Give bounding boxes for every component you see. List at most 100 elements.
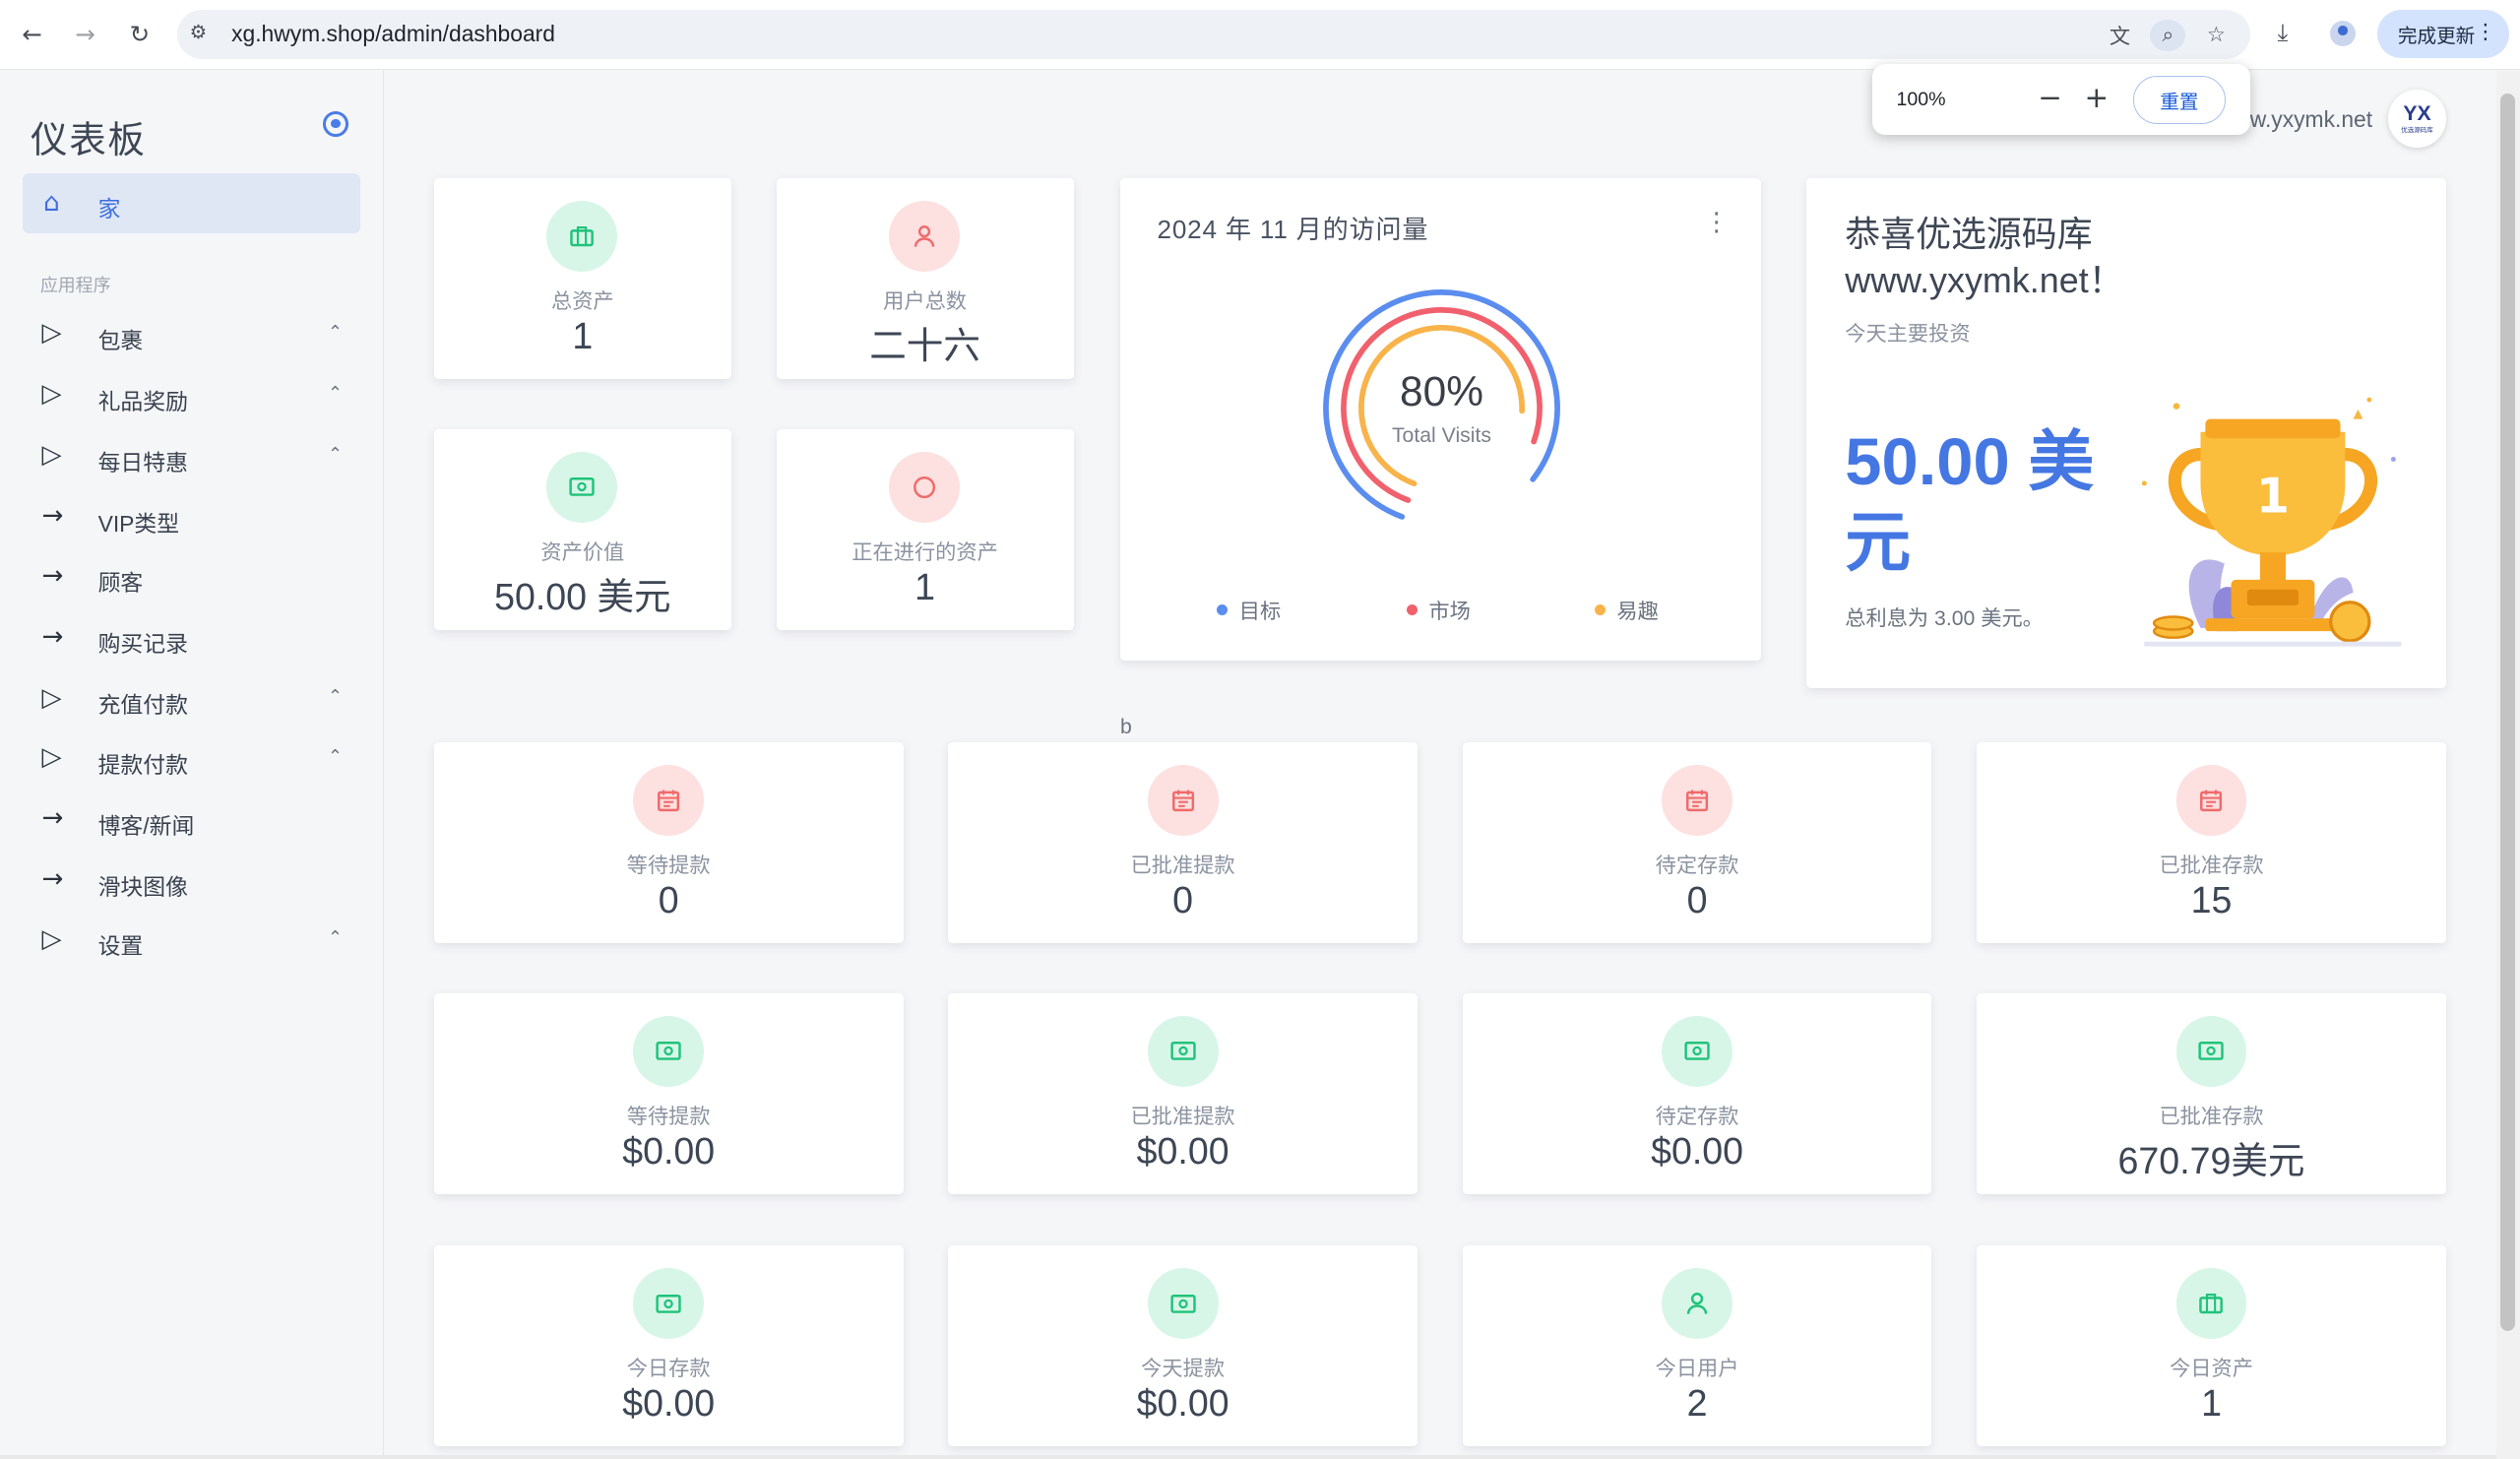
sidebar-item-deposit-payments[interactable]: ▷ 充值付款 ⌃ [0, 673, 383, 729]
sidebar-item-settings[interactable]: ▷ 设置 ⌃ [0, 915, 383, 970]
arrow-right-icon: → [41, 560, 64, 591]
vertical-scrollbar[interactable] [2495, 70, 2520, 1459]
congrats-amount: 50.00 美元 [1845, 425, 2095, 580]
calendar-icon [1662, 765, 1732, 836]
stat-card: 等待提款 $0.00 [433, 992, 904, 1195]
visits-chart-card: 2024 年 11 月的访问量 ⋮ 80% Total Visits 目标 市场… [1119, 178, 1762, 661]
zoom-icon[interactable]: ⌕ [2150, 19, 2186, 52]
radial-bar-0 [1323, 289, 1560, 521]
stat-card: 已批准提款 $0.00 [948, 992, 1418, 1195]
stat-label: 用户总数 [883, 289, 968, 313]
briefcase-icon [2175, 1268, 2247, 1339]
stat-card-ongoing-assets: 正在进行的资产 1 [776, 428, 1074, 630]
chevron-up-icon: ⌃ [328, 382, 344, 404]
play-triangle-icon: ▷ [41, 318, 62, 349]
play-triangle-icon: ▷ [41, 682, 62, 713]
stray-text: b [1119, 715, 1132, 738]
sidebar-item-purchase-records[interactable]: → 购买记录 [0, 612, 383, 667]
update-button[interactable]: 完成更新 ⋮ [2376, 9, 2509, 58]
legend-dot [1216, 603, 1228, 616]
stat-value: 15 [2190, 879, 2233, 921]
sidebar-item-label: 购买记录 [97, 631, 188, 658]
money-icon [546, 451, 617, 523]
browser-toolbar: ← → ↻ ⚙ xg.hwym.shop/admin/dashboard 文 ⌕… [0, 0, 2520, 71]
more-menu-icon[interactable]: ⋮ [2475, 19, 2496, 44]
money-icon [1662, 1015, 1732, 1087]
back-icon[interactable]: ← [22, 19, 42, 48]
sidebar-item-label: 充值付款 [97, 692, 188, 719]
trophy-number: 1 [2256, 469, 2290, 525]
legend-label: 易趣 [1616, 601, 1659, 624]
play-triangle-icon: ▷ [41, 742, 62, 773]
forward-icon[interactable]: → [75, 19, 95, 48]
congrats-subtitle: 今天主要投资 [1845, 322, 1971, 346]
radial-chart [1323, 289, 1560, 521]
horizontal-scrollbar[interactable] [0, 1454, 2496, 1459]
congrats-title: 恭喜优选源码库 www.yxymk.net！ [1845, 213, 2124, 301]
sidebar-item-daily-deals[interactable]: ▷ 每日特惠 ⌃ [0, 431, 383, 486]
money-icon [633, 1015, 705, 1087]
arrow-right-icon: → [41, 621, 64, 652]
stat-value: 0 [658, 879, 679, 921]
zoom-level: 100% [1896, 88, 1946, 110]
address-bar[interactable]: ⚙ xg.hwym.shop/admin/dashboard 文 ⌕ ☆ [176, 9, 2250, 60]
sidebar-item-label: 每日特惠 [97, 449, 188, 476]
url-text[interactable]: xg.hwym.shop/admin/dashboard [231, 21, 555, 47]
zoom-popup: 100% − + 重置 [1872, 64, 2250, 136]
sidebar-item-label: 顾客 [97, 570, 144, 597]
stat-label: 已批准提款 [1130, 855, 1235, 878]
stat-label: 已批准提款 [1130, 1105, 1235, 1128]
sidebar-item-blog-news[interactable]: → 博客/新闻 [0, 794, 383, 850]
stat-value: 1 [2201, 1382, 2222, 1425]
legend-label: 市场 [1428, 601, 1471, 624]
stat-label: 已批准存款 [2159, 855, 2264, 878]
translate-icon[interactable]: 文 [2109, 25, 2131, 50]
sidebar-toggle-icon[interactable] [323, 110, 349, 137]
reload-icon[interactable]: ↻ [129, 19, 151, 48]
more-vertical-icon[interactable]: ⋮ [1703, 207, 1730, 237]
logo-mark: YX [2403, 102, 2431, 126]
legend-item-market: 市场 [1406, 595, 1471, 625]
profile-avatar-icon[interactable] [2330, 21, 2357, 47]
stat-label: 正在进行的资产 [851, 540, 998, 564]
play-triangle-icon: ▷ [41, 440, 62, 471]
sidebar-item-label: 滑块图像 [97, 873, 188, 900]
sidebar-item-label: 礼品奖励 [97, 388, 188, 414]
sidebar-item-packages[interactable]: ▷ 包裹 ⌃ [0, 308, 383, 363]
download-icon[interactable]: ⤓ [2277, 17, 2289, 46]
stat-value: 0 [1686, 879, 1708, 921]
calendar-icon [2175, 765, 2247, 836]
stat-value: $0.00 [622, 1129, 716, 1172]
calendar-icon [1147, 765, 1219, 836]
zoom-in-button[interactable]: + [2084, 80, 2110, 114]
chart-center-label: Total Visits [1391, 424, 1491, 447]
sidebar-item-home[interactable]: ⌂ 家 [22, 173, 360, 233]
update-label: 完成更新 [2397, 25, 2476, 47]
stat-card: 已批准提款 0 [948, 742, 1418, 944]
sidebar-item-customers[interactable]: → 顾客 [0, 551, 383, 606]
congrats-interest: 总利息为 3.00 美元。 [1845, 606, 2044, 630]
zoom-out-button[interactable]: − [2038, 80, 2062, 114]
stat-label: 等待提款 [626, 855, 711, 878]
sidebar-item-gift-rewards[interactable]: ▷ 礼品奖励 ⌃ [0, 370, 383, 425]
site-settings-icon[interactable]: ⚙ [189, 21, 208, 44]
stat-card: 已批准存款 15 [1977, 742, 2446, 944]
calendar-icon [633, 765, 705, 836]
legend-dot [1406, 603, 1418, 616]
stat-label: 资产价值 [540, 540, 625, 564]
scrollbar-thumb[interactable] [2500, 93, 2516, 1331]
stat-card: 今日用户 2 [1462, 1245, 1932, 1447]
user-icon [888, 201, 960, 272]
zoom-reset-button[interactable]: 重置 [2132, 75, 2227, 124]
user-avatar[interactable]: YX 优选源码库 [2388, 90, 2446, 149]
stat-value: $0.00 [1136, 1129, 1229, 1172]
bookmark-star-icon[interactable]: ☆ [2206, 23, 2226, 48]
stat-label: 等待提款 [626, 1105, 711, 1128]
sidebar-item-slider-images[interactable]: → 滑块图像 [0, 856, 383, 911]
stat-card: 已批准存款 670.79美元 [1977, 992, 2446, 1195]
sidebar-item-withdrawal-payments[interactable]: ▷ 提款付款 ⌃ [0, 732, 383, 788]
sidebar-item-vip-types[interactable]: → VIP类型 [0, 492, 383, 547]
arrow-right-icon: → [41, 803, 64, 834]
site-domain-text: w.yxymk.net [2249, 105, 2373, 132]
chevron-up-icon: ⌃ [328, 686, 344, 708]
